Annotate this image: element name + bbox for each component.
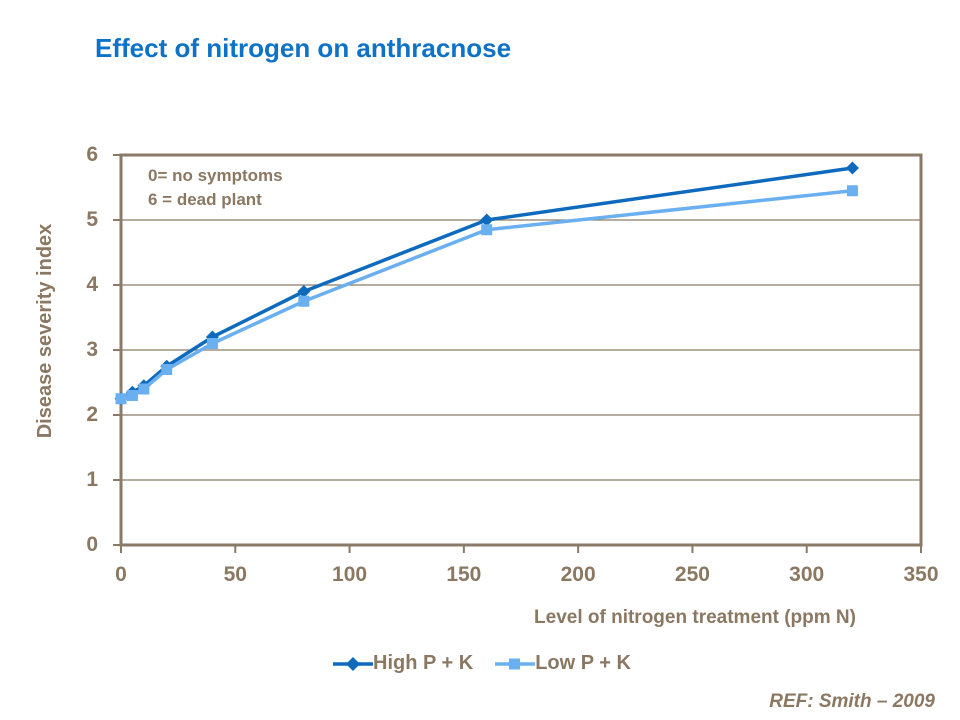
y-tick-label-3: 3 [86,338,98,361]
x-tick-label-350: 350 [903,563,939,586]
x-tick-label-50: 50 [223,563,247,586]
x-axis-title: Level of nitrogen treatment (ppm N) [534,607,856,628]
series-1-point-3-marker [161,364,173,375]
x-tick-label-100: 100 [332,563,368,586]
series-0-point-5-marker [297,285,311,298]
high-series-marker-icon [333,656,373,671]
legend: High P + K Low P + K [333,652,631,675]
scale-annotation-line2: 6 = dead plant [148,190,262,209]
y-tick-label-0: 0 [86,533,98,556]
series-1-point-5-marker [298,295,310,307]
series-1-point-0-marker [115,393,127,405]
series-0-point-6-marker [480,213,494,227]
scale-annotation: 0= no symptoms 6 = dead plant [148,164,283,212]
plot-border [119,153,923,547]
series-1-point-4-marker [206,338,218,349]
x-tick-label-200: 200 [560,563,596,586]
y-tick-label-2: 2 [86,403,98,426]
y-tick-label-4: 4 [86,273,98,296]
y-axis-title: Disease severity index [34,223,56,439]
series-1-point-2-marker [138,383,150,395]
series-1-point-6-marker [481,224,493,236]
reference-text: REF: Smith – 2009 [769,691,935,712]
legend-item-low: Low P + K [495,652,631,675]
series-0-point-7-marker [845,161,859,175]
y-tick-label-1: 1 [86,468,98,491]
series-1-point-7-marker [846,185,858,197]
legend-item-high: High P + K [333,652,473,675]
chart-title: Effect of nitrogen on anthracnose [95,33,512,63]
legend-label-high: High P + K [373,652,474,674]
x-tick-label-150: 150 [446,563,482,586]
scale-annotation-line1: 0= no symptoms [148,166,283,185]
low-series-marker-icon [495,658,536,669]
plot-svg [113,153,923,553]
legend-label-low: Low P + K [535,652,631,674]
x-tick-label-300: 300 [789,563,825,586]
x-tick-label-0: 0 [115,563,127,586]
series-1-point-1-marker [126,390,138,401]
y-tick-label-5: 5 [86,208,98,231]
plot-area: 0= no symptoms 6 = dead plant [113,153,923,553]
x-tick-label-250: 250 [674,563,710,586]
y-tick-label-6: 6 [86,143,98,166]
